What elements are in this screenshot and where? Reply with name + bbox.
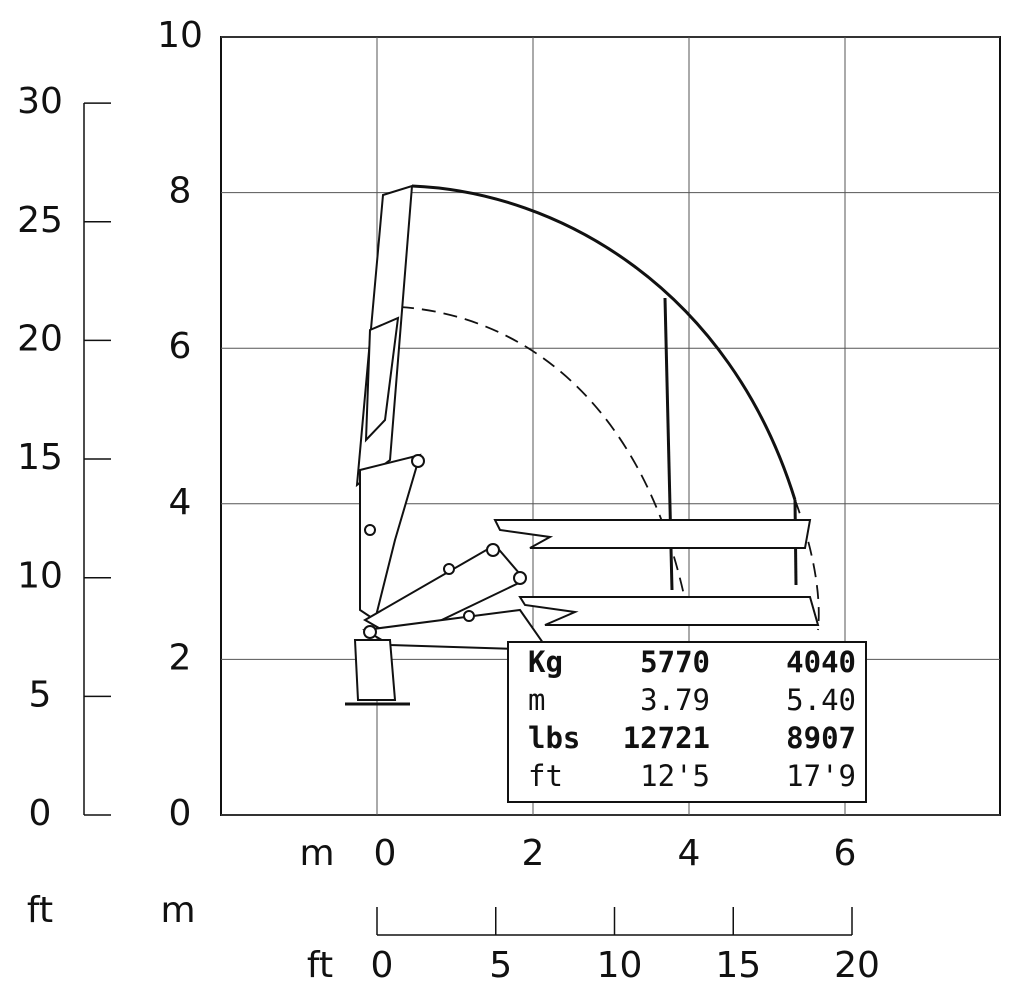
ft-y-axis: 0 5 10 15 20 25 30 xyxy=(17,81,111,834)
ft-x-label: ft xyxy=(307,945,333,986)
ft-y-tick-label: 0 xyxy=(29,793,52,834)
ft-y-tick-label: 5 xyxy=(29,674,52,715)
ft-y-tick-label: 25 xyxy=(17,200,63,241)
ft-y-tick-label: 20 xyxy=(17,318,63,359)
ft-x-tick-label: 20 xyxy=(834,945,880,986)
ft-y-label: ft xyxy=(27,890,53,931)
outer-dashed xyxy=(794,499,820,631)
m-x-tick-label: 2 xyxy=(522,833,545,874)
m-y-tick-label: 10 xyxy=(157,15,203,56)
arm-upper xyxy=(359,453,422,622)
table-cell: 4040 xyxy=(786,645,856,679)
outer-envelope xyxy=(411,184,797,501)
m-y-tick-label: 2 xyxy=(169,637,192,678)
joint xyxy=(364,524,376,536)
table-cell: Kg xyxy=(528,645,563,679)
m-x-tick-label: 4 xyxy=(678,833,701,874)
m-y-tick-label: 6 xyxy=(169,326,192,367)
joint xyxy=(486,543,500,557)
load-table-text: Kg 5770 4040 m 3.79 5.40 lbs 12721 8907 ft 12'5 17'… xyxy=(528,645,856,793)
boom-extension xyxy=(364,316,400,443)
fork-lower xyxy=(518,596,820,626)
ft-x-tick-label: 10 xyxy=(597,945,643,986)
m-x-label: m xyxy=(299,833,334,874)
table-cell: 5770 xyxy=(640,645,710,679)
table-cell: 5.40 xyxy=(786,683,856,717)
ft-x-tick-label: 15 xyxy=(715,945,761,986)
table-cell: 12721 xyxy=(623,721,710,755)
table-cell: 8907 xyxy=(786,721,856,755)
table-cell: 17'9 xyxy=(786,759,856,793)
ft-y-tick-label: 15 xyxy=(17,437,63,478)
table-cell: 3.79 xyxy=(640,683,710,717)
ft-x-tick-label: 0 xyxy=(371,945,394,986)
m-x-tick-label: 0 xyxy=(374,833,397,874)
joint xyxy=(463,610,475,622)
ft-y-tick-label: 10 xyxy=(17,556,63,597)
column xyxy=(353,639,397,701)
fork-upper xyxy=(493,519,812,549)
joint xyxy=(443,563,455,575)
ft-x-tick-label: 5 xyxy=(489,945,512,986)
table-cell: 12'5 xyxy=(640,759,710,793)
m-axis: 0 2 4 6 0 2 4 6 8 10 xyxy=(157,15,856,874)
m-scale-label: m xyxy=(160,890,195,931)
crane xyxy=(345,184,820,706)
m-x-tick-label: 6 xyxy=(834,833,857,874)
joint xyxy=(363,625,377,639)
m-y-tick-label: 0 xyxy=(169,793,192,834)
table-cell: lbs xyxy=(528,721,580,755)
ft-y-tick-label: 30 xyxy=(17,81,63,122)
m-y-tick-label: 4 xyxy=(169,482,192,523)
table-cell: ft xyxy=(528,759,563,793)
table-cell: m xyxy=(528,683,545,717)
ft-x-axis: 0 5 10 15 20 xyxy=(371,907,880,986)
load-table xyxy=(507,641,867,803)
joint xyxy=(513,571,527,585)
joint xyxy=(411,454,425,468)
m-y-tick-label: 8 xyxy=(169,171,192,212)
